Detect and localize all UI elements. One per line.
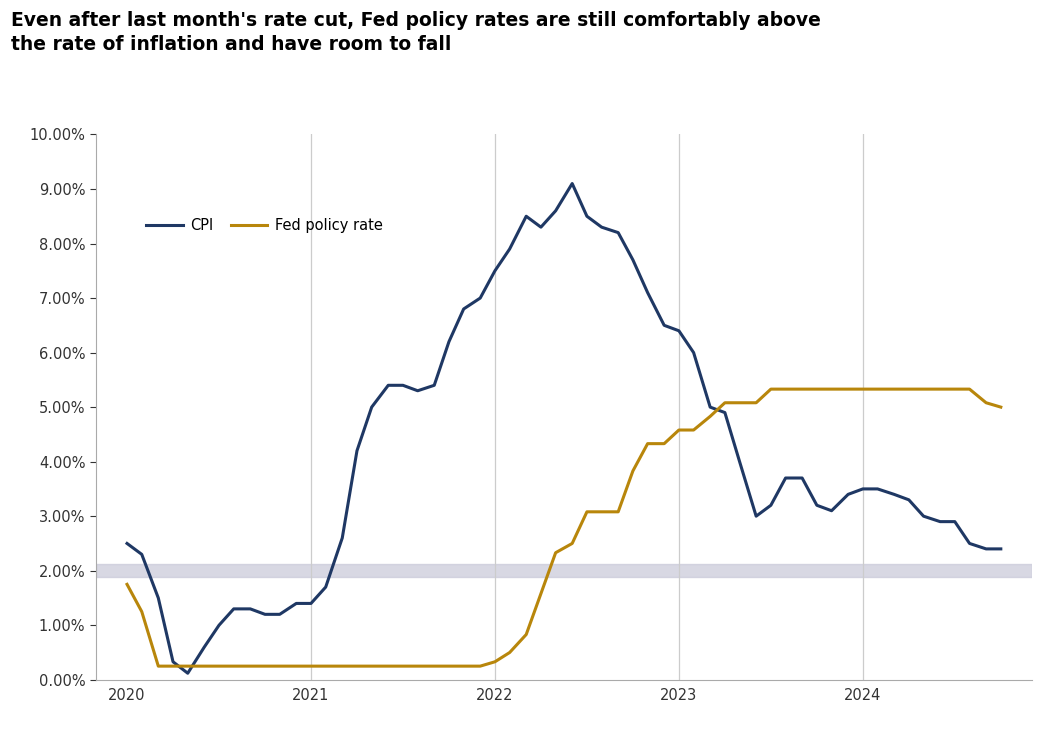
Text: Even after last month's rate cut, Fed policy rates are still comfortably above
t: Even after last month's rate cut, Fed po… [11, 11, 820, 55]
Legend: CPI, Fed policy rate: CPI, Fed policy rate [140, 213, 388, 239]
Bar [96, 564, 1032, 577]
